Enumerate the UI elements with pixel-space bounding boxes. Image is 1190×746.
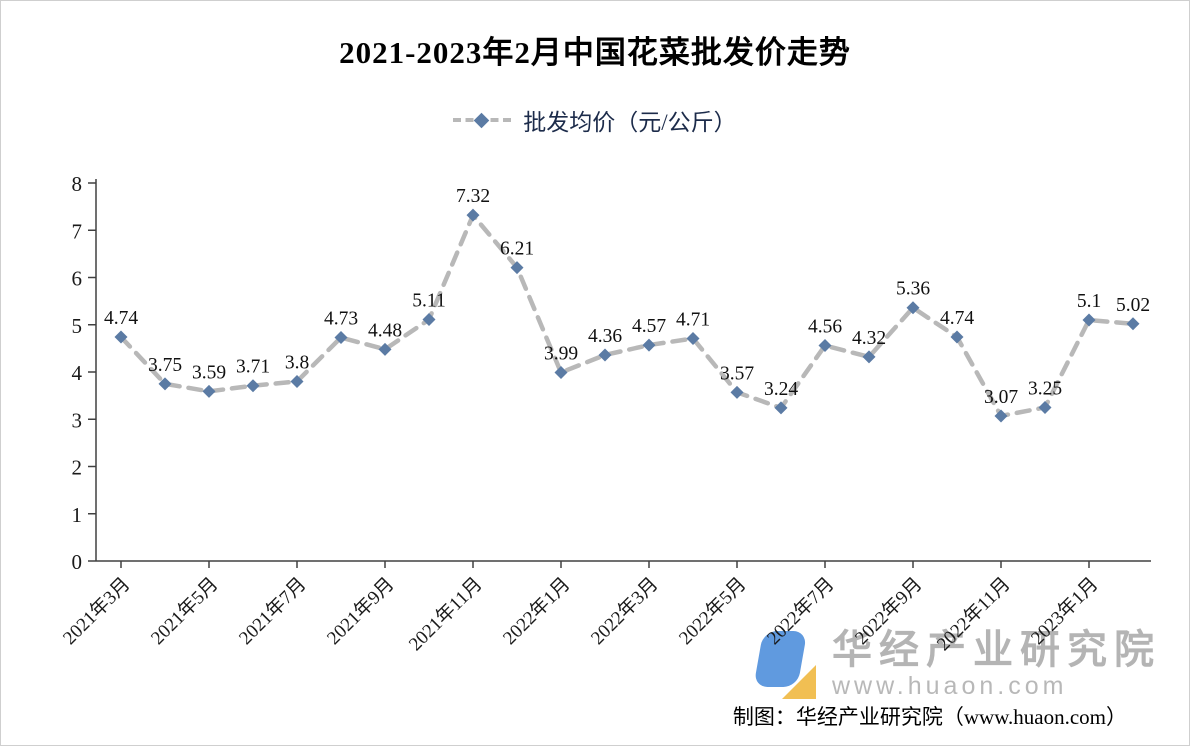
svg-text:5.36: 5.36 xyxy=(896,279,930,300)
watermark-name: 华经产业研究院 xyxy=(832,626,1161,672)
svg-text:2022年11月: 2022年11月 xyxy=(932,573,1014,655)
svg-text:1: 1 xyxy=(72,503,83,527)
svg-text:4.32: 4.32 xyxy=(852,328,886,349)
svg-text:3.75: 3.75 xyxy=(148,355,182,376)
svg-text:8: 8 xyxy=(72,172,83,196)
legend-diamond-icon xyxy=(474,112,490,129)
svg-text:5.1: 5.1 xyxy=(1077,291,1101,312)
svg-text:4.71: 4.71 xyxy=(676,309,710,330)
svg-text:3.8: 3.8 xyxy=(285,352,309,373)
svg-text:3: 3 xyxy=(72,408,83,432)
watermark-text: 华经产业研究院 www.huaon.com xyxy=(832,626,1161,701)
svg-text:2022年7月: 2022年7月 xyxy=(763,573,839,649)
svg-text:4.36: 4.36 xyxy=(588,326,622,347)
svg-text:2022年3月: 2022年3月 xyxy=(587,573,663,649)
watermark-logo-icon xyxy=(755,631,816,699)
svg-text:4.57: 4.57 xyxy=(632,316,666,337)
svg-text:4: 4 xyxy=(72,361,83,385)
watermark: 华经产业研究院 www.huaon.com xyxy=(752,627,1161,701)
svg-text:7: 7 xyxy=(72,219,83,243)
svg-text:2021年7月: 2021年7月 xyxy=(235,573,311,649)
svg-text:7.32: 7.32 xyxy=(456,186,490,207)
svg-text:5: 5 xyxy=(72,314,83,338)
svg-text:6: 6 xyxy=(72,267,83,291)
source-caption: 制图：华经产业研究院（www.huaon.com） xyxy=(732,705,1127,729)
svg-text:2022年1月: 2022年1月 xyxy=(499,573,575,649)
svg-text:2022年9月: 2022年9月 xyxy=(851,573,927,649)
svg-text:3.25: 3.25 xyxy=(1028,378,1062,399)
legend: 批发均价（元/公斤） xyxy=(1,103,1189,137)
watermark-site: www.huaon.com xyxy=(832,671,1068,700)
svg-text:2022年5月: 2022年5月 xyxy=(675,573,751,649)
svg-text:5.02: 5.02 xyxy=(1116,295,1150,316)
svg-text:5.11: 5.11 xyxy=(412,291,445,312)
svg-text:2021年5月: 2021年5月 xyxy=(147,573,223,649)
svg-text:2: 2 xyxy=(72,456,83,480)
svg-text:2023年1月: 2023年1月 xyxy=(1027,573,1103,649)
legend-label: 批发均价（元/公斤） xyxy=(523,110,737,135)
svg-text:4.56: 4.56 xyxy=(808,317,842,338)
svg-text:4.48: 4.48 xyxy=(368,320,402,341)
svg-text:3.71: 3.71 xyxy=(236,357,270,378)
svg-text:0: 0 xyxy=(72,550,83,574)
svg-text:4.73: 4.73 xyxy=(324,309,358,330)
chart-title: 2021-2023年2月中国花菜批发价走势 xyxy=(339,35,851,70)
svg-text:2021年9月: 2021年9月 xyxy=(323,573,399,649)
svg-text:4.74: 4.74 xyxy=(104,308,138,329)
svg-text:2021年11月: 2021年11月 xyxy=(404,573,486,655)
svg-text:2021年3月: 2021年3月 xyxy=(59,573,135,649)
svg-text:3.57: 3.57 xyxy=(720,363,754,384)
svg-text:3.24: 3.24 xyxy=(764,379,798,400)
svg-text:4.74: 4.74 xyxy=(940,308,974,329)
svg-text:3.59: 3.59 xyxy=(192,362,226,383)
legend-dashed-line-marker-icon xyxy=(453,112,512,129)
svg-text:6.21: 6.21 xyxy=(500,239,534,260)
svg-text:3.99: 3.99 xyxy=(544,343,578,364)
svg-text:3.07: 3.07 xyxy=(984,387,1018,408)
